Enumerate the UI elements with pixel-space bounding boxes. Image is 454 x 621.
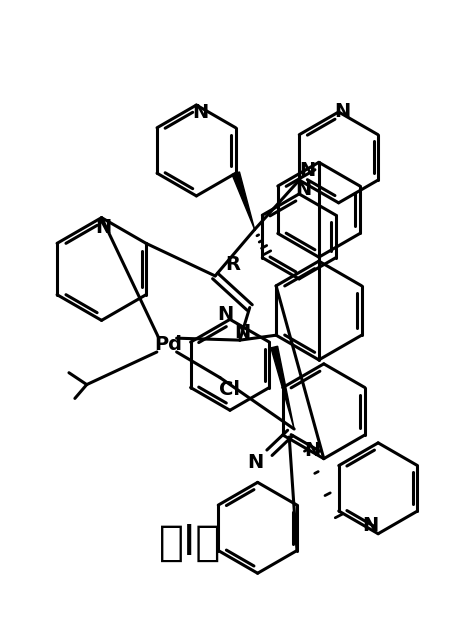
Text: N: N [304, 442, 320, 460]
Text: N: N [295, 179, 311, 199]
Text: N: N [247, 453, 264, 472]
Text: N: N [235, 323, 251, 342]
Text: Cl: Cl [219, 380, 241, 399]
Text: N: N [217, 305, 233, 324]
Text: Pd: Pd [155, 335, 183, 353]
Text: N: N [299, 161, 315, 179]
Text: R: R [226, 255, 241, 274]
Text: （I）: （I） [159, 522, 222, 564]
Text: N: N [335, 102, 350, 122]
Polygon shape [271, 347, 294, 429]
Polygon shape [232, 172, 255, 230]
Text: N: N [362, 516, 378, 535]
Text: N: N [95, 218, 112, 237]
Text: N: N [192, 104, 208, 122]
